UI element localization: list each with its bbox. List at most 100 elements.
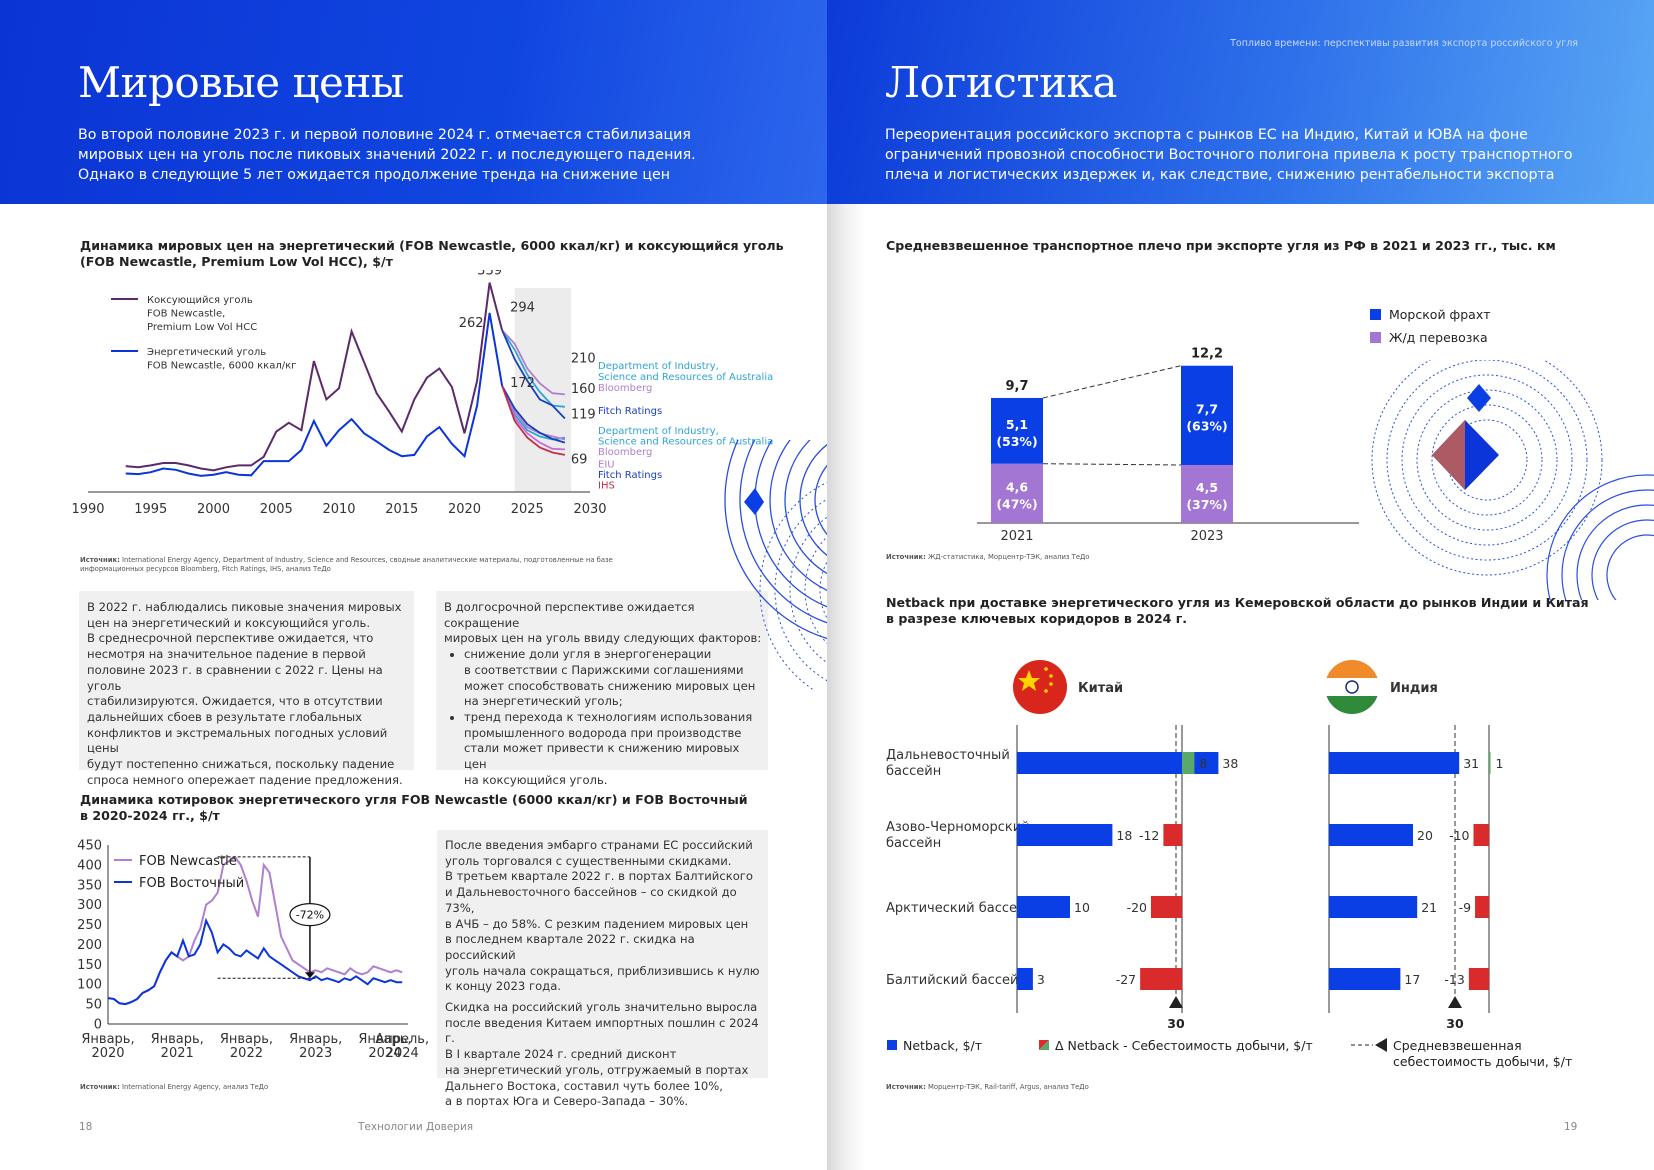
discount-arrowhead: [304, 972, 315, 979]
segment-value: 5,1: [1006, 417, 1028, 432]
segment-share: (53%): [996, 434, 1037, 449]
factor-line: на коксующийся уголь.: [464, 772, 608, 787]
segment-share: (37%): [1186, 497, 1227, 512]
thermal-coal-line: [125, 312, 504, 477]
flag-stripe: [1325, 678, 1379, 696]
legend-rail: Ж/д перевозка: [1370, 330, 1488, 345]
y-tick-label: 150: [77, 958, 102, 973]
y-tick-label: 100: [77, 978, 102, 993]
x-tick-label: 2024: [368, 1046, 401, 1061]
box-line: Дальнего Востока, составил чуть более 10…: [445, 1078, 723, 1093]
box-line: к концу 2023 года.: [445, 979, 561, 994]
y-tick-label: 0: [94, 1018, 102, 1033]
data-label: 69: [571, 452, 588, 467]
box-line: в последнем квартале 2022 г. скидка на р…: [445, 932, 695, 962]
cost-label: 30: [1167, 1016, 1185, 1031]
data-label: 160: [571, 382, 596, 397]
book-spine: [827, 204, 865, 1170]
chart2-source: Источник: International Energy Agency, а…: [80, 1083, 269, 1091]
netback-value: 17: [1404, 972, 1420, 987]
segment-share: (63%): [1186, 418, 1227, 433]
page-number: 18: [79, 1121, 93, 1133]
segment-value: 4,6: [1006, 479, 1028, 494]
delta-bar: [1151, 896, 1182, 918]
china-flag-icon: [1013, 660, 1067, 714]
discount-label: -72%: [296, 909, 324, 922]
legend-label: Ж/д перевозка: [1389, 330, 1488, 345]
netback-value: 3: [1037, 972, 1045, 987]
source-text: информационных ресурсов Bloomberg, Fitch…: [80, 565, 331, 573]
forecast-line: [501, 329, 566, 420]
right-lead: Переориентация российского экспорта с ры…: [885, 125, 1605, 185]
netback-value: 21: [1421, 900, 1437, 915]
delta-value: -20: [1127, 900, 1147, 915]
left-lead: Во второй половине 2023 г. и первой поло…: [78, 125, 778, 185]
y-tick-label: 450: [77, 839, 102, 854]
legend-swatch: [1039, 1040, 1049, 1050]
chart3-source: Источник: ЖД-статистика, Морцентр-ТЭК, а…: [886, 553, 1090, 561]
netback-value: 38: [1222, 756, 1238, 771]
x-tick-label: Январь,: [358, 1032, 411, 1047]
star-icon: [1049, 674, 1053, 678]
lead-line: Переориентация российского экспорта с ры…: [885, 127, 1528, 143]
corridor-label: Балтийский бассейн: [886, 973, 1027, 988]
delta-bar: [1489, 752, 1491, 774]
box-line: В третьем квартале 2022 г. в портах Балт…: [445, 869, 753, 884]
chakra-icon: [1345, 680, 1359, 694]
legend-label: Коксующийся уголь: [147, 295, 253, 306]
box-line: В 2022 г. наблюдались пиковые значения м…: [87, 600, 402, 614]
legend-label: FOB Восточный: [139, 876, 244, 891]
cost-label: 30: [1446, 1016, 1464, 1031]
flag-stripe: [1325, 660, 1379, 678]
x-tick-label: 2024: [386, 1046, 419, 1061]
delta-bar: [1163, 824, 1182, 846]
factor-line: может способствовать снижению мировых це…: [464, 678, 756, 693]
x-tick-label: 1990: [71, 502, 104, 517]
legend-label: Netback, $/т: [903, 1038, 982, 1053]
delta-value: -27: [1116, 972, 1136, 987]
rail-bar: [1181, 464, 1233, 523]
chart1-source: Источник: International Energy Agency, D…: [80, 556, 700, 574]
box-line: и Дальневосточного бассейнов – со скидко…: [445, 885, 737, 915]
world-prices-chart: 1990 1995 2000 2005 2010 2015 2020 2025 2030 339 2…: [71, 270, 773, 517]
legend-label: FOB Newcastle, 6000 ккал/кг: [147, 361, 296, 372]
market-label: Индия: [1390, 681, 1438, 696]
x-tick-label: Апрель,: [375, 1032, 429, 1047]
total-label: 12,2: [1191, 347, 1223, 362]
legend-swatch: [887, 1040, 897, 1050]
x-tick-label: 2025: [511, 502, 544, 517]
legend-label: Premium Low Vol HCC: [147, 322, 257, 333]
insight-box-peak: В 2022 г. наблюдались пиковые значения м…: [79, 591, 414, 787]
y-tick-label: 300: [77, 898, 102, 913]
star-icon: [1044, 689, 1048, 693]
legend-label: себестоимость добычи, $/т: [1393, 1054, 1572, 1069]
forecast-shading: [514, 288, 572, 492]
forecast-source-label: Science and Resources of Australia: [598, 372, 773, 383]
chart1-title-line: Динамика мировых цен на энергетический (…: [80, 238, 784, 253]
coking-coal-line: [125, 282, 504, 472]
box-line: дальнейших сбоев в результате глобальных: [87, 709, 362, 724]
netback-bar: [1017, 968, 1033, 990]
factor-line: снижение доли угля в энергогенерации: [464, 647, 712, 662]
x-tick-label: Январь,: [289, 1032, 342, 1047]
decorative-rings: [724, 440, 827, 690]
data-label: 119: [571, 408, 596, 423]
cost-marker-icon: [1448, 996, 1462, 1008]
delta-value: -10: [1449, 828, 1469, 843]
running-header: Топливо времени: перспективы развития эк…: [1230, 38, 1578, 49]
segment-value: 4,5: [1196, 480, 1218, 495]
left-page: Мировые цены Во второй половине 2023 г. …: [0, 0, 827, 1170]
factor-line: на энергетический уголь;: [464, 694, 623, 709]
netback-value: 20: [1417, 828, 1433, 843]
forecast-source-label: Fitch Ratings: [598, 470, 662, 481]
trend-connector: [1042, 463, 1182, 466]
rail-bar: [991, 463, 1043, 523]
source-text: ЖД-статистика, Морцентр-ТЭК, анализ ТеДо: [927, 553, 1090, 561]
netback-bar: [1329, 824, 1413, 846]
corridor-label: Азово-Черноморский: [886, 820, 1030, 835]
sea-freight-bar: [991, 397, 1043, 464]
market-label: Китай: [1078, 681, 1123, 696]
factor-line: тренд перехода к технологиям использован…: [464, 709, 753, 724]
